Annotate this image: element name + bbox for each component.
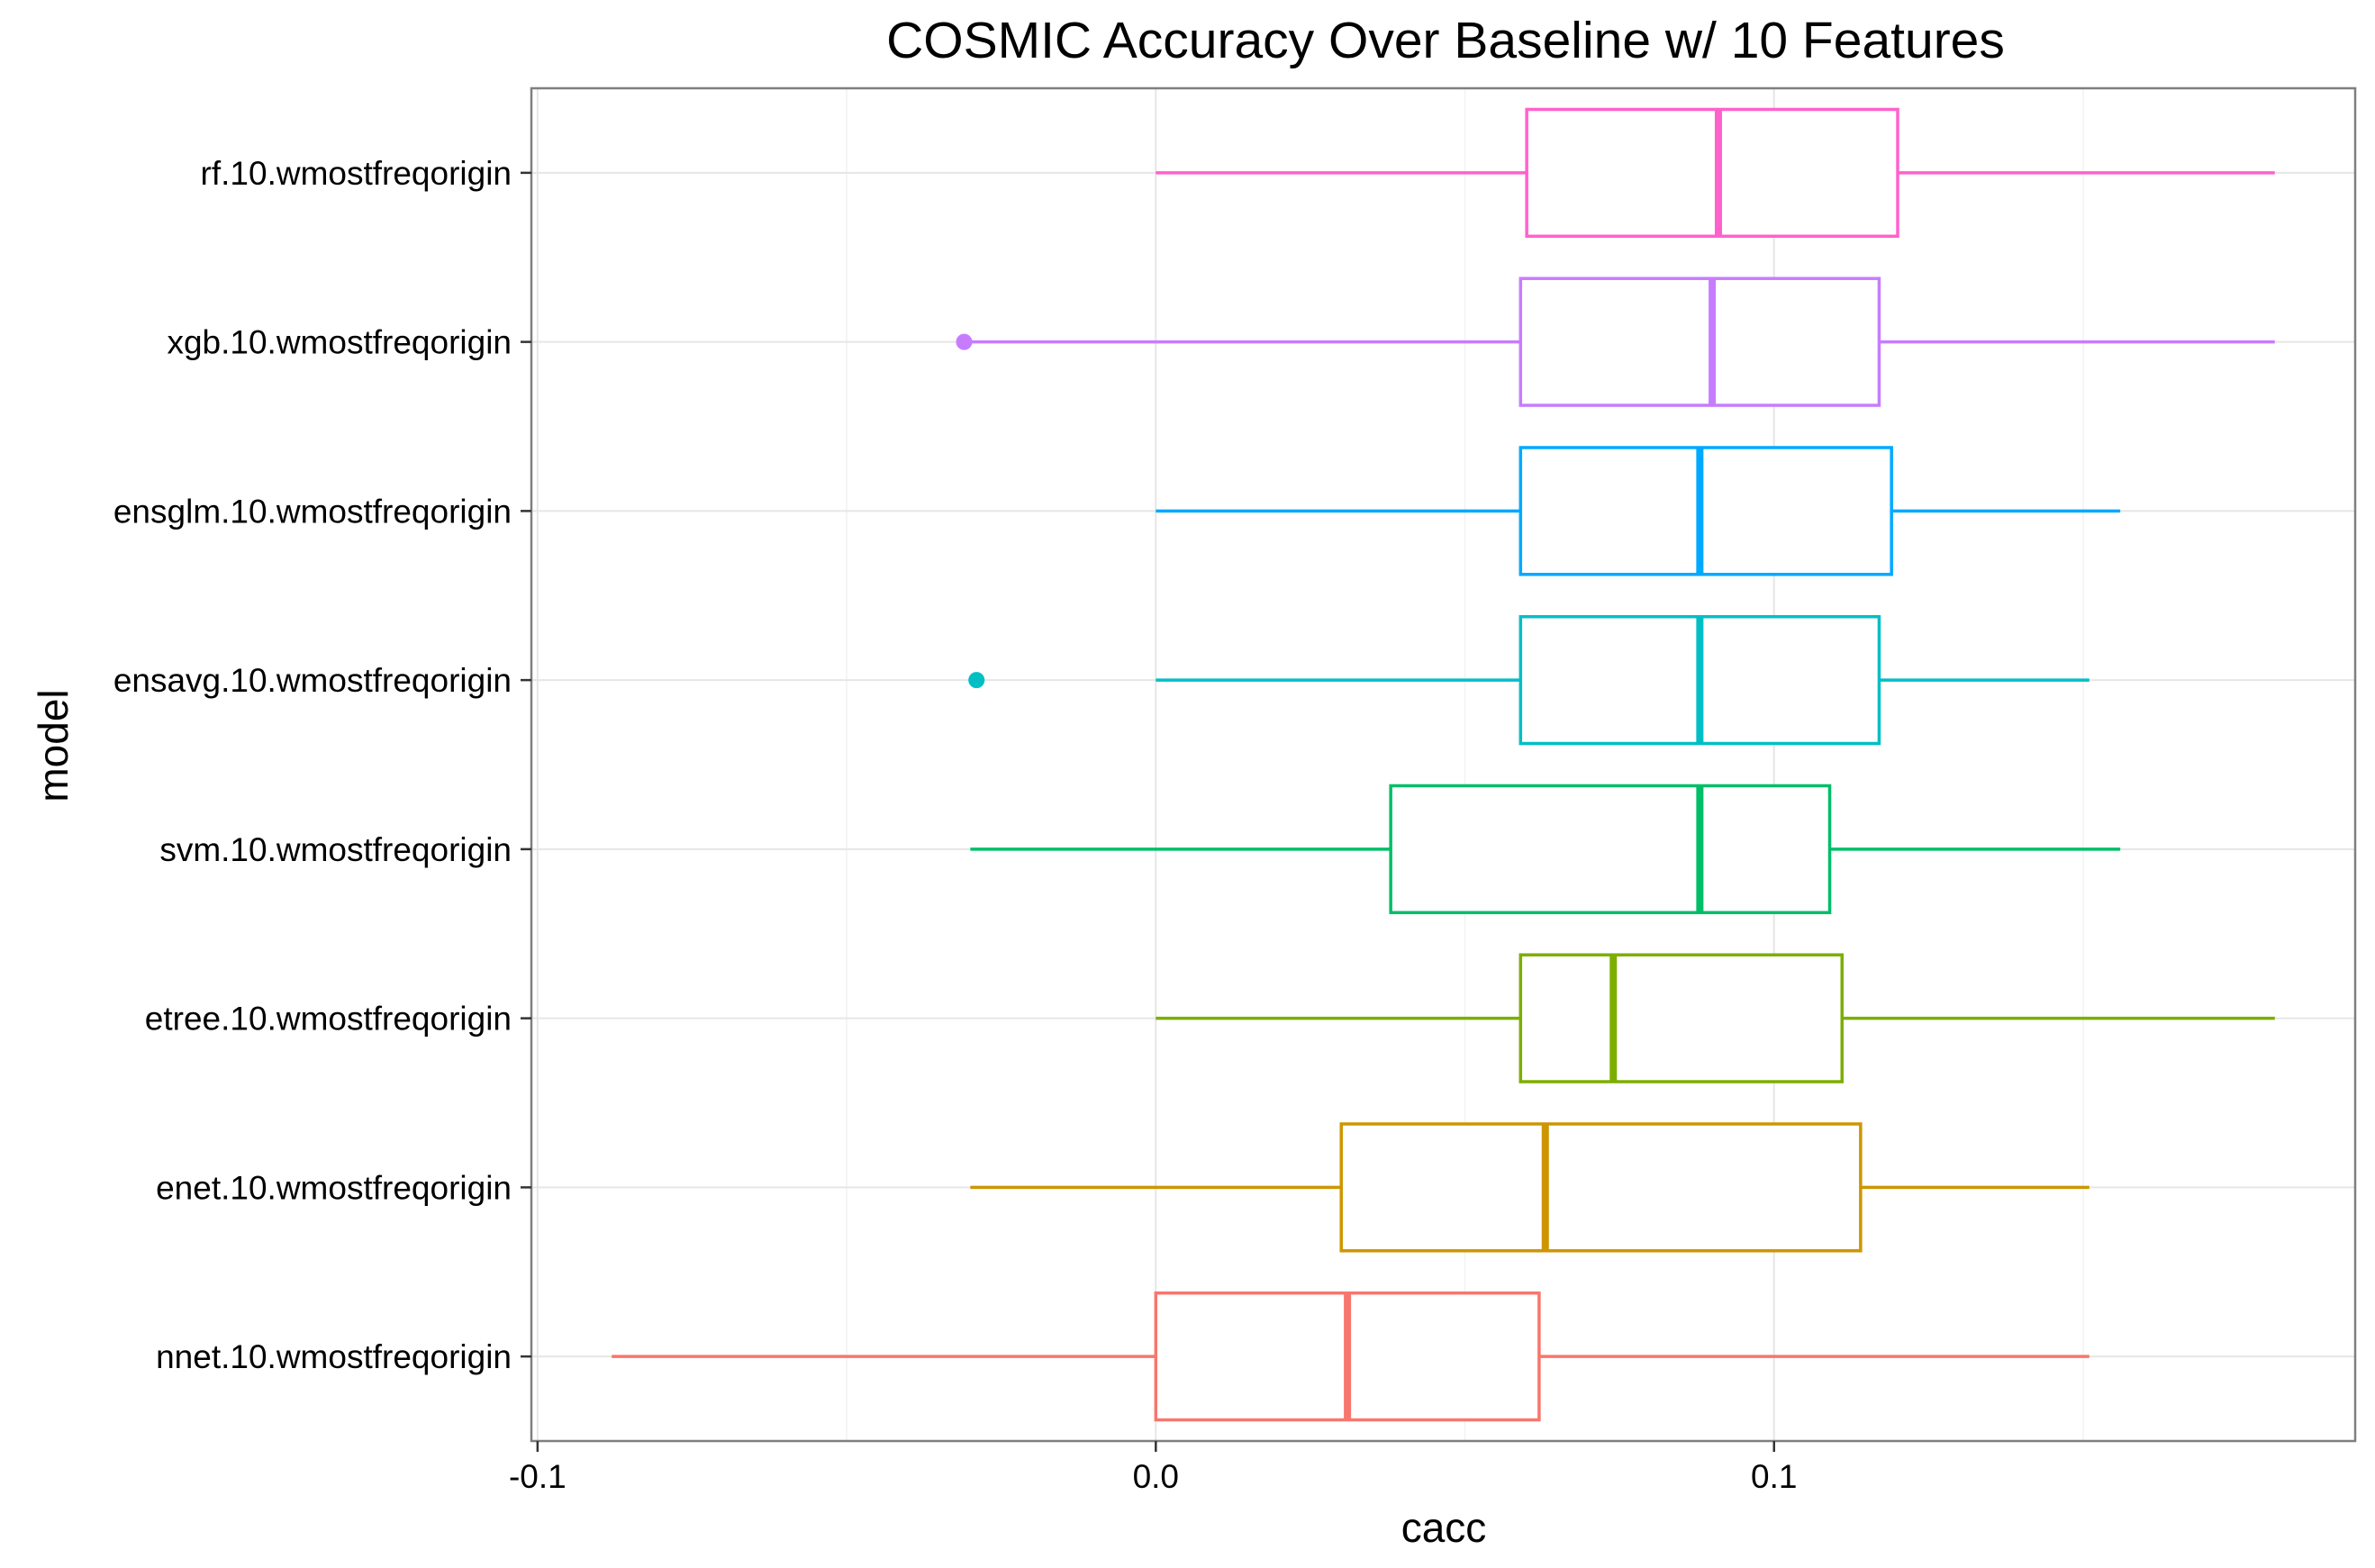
iqr-box [1518, 276, 1881, 407]
box-ensglm.10.wmostfreqorigin [1156, 446, 2121, 576]
box-etree.10.wmostfreqorigin [1156, 953, 2275, 1083]
y-tick-label: nnet.10.wmostfreqorigin [156, 1338, 512, 1375]
iqr-box [1389, 784, 1832, 915]
x-tick-label: -0.1 [509, 1458, 567, 1495]
y-tick-label: ensavg.10.wmostfreqorigin [113, 662, 512, 699]
y-tick-label: enet.10.wmostfreqorigin [156, 1169, 512, 1206]
y-tick-label: rf.10.wmostfreqorigin [201, 155, 512, 192]
y-axis-title: model [30, 689, 77, 802]
y-tick-label: etree.10.wmostfreqorigin [145, 1001, 512, 1038]
iqr-box [1339, 1122, 1863, 1253]
box-nnet.10.wmostfreqorigin [612, 1291, 2089, 1422]
iqr-box [1518, 953, 1845, 1083]
x-axis-title: cacc [1401, 1504, 1487, 1551]
x-tick-label: 0.1 [1751, 1458, 1797, 1495]
iqr-box [1525, 107, 1899, 239]
y-tick-label: ensglm.10.wmostfreqorigin [113, 493, 512, 530]
iqr-box [1518, 446, 1893, 576]
box-rf.10.wmostfreqorigin [1156, 107, 2275, 239]
outlier-point [956, 333, 973, 350]
box-svm.10.wmostfreqorigin [970, 784, 2121, 915]
x-tick-label: 0.0 [1133, 1458, 1179, 1495]
box-ensavg.10.wmostfreqorigin [968, 614, 2089, 746]
y-tick-label: xgb.10.wmostfreqorigin [167, 324, 512, 361]
outlier-point [968, 672, 985, 689]
chart-title: COSMIC Accuracy Over Baseline w/ 10 Feat… [886, 12, 2005, 69]
y-tick-label: svm.10.wmostfreqorigin [159, 831, 512, 868]
box-enet.10.wmostfreqorigin [970, 1122, 2089, 1253]
plot-area: nnet.10.wmostfreqorigin enet.10.wmostfreq… [113, 86, 2357, 1495]
panel-border [530, 86, 2357, 1443]
box-xgb.10.wmostfreqorigin [956, 276, 2275, 407]
